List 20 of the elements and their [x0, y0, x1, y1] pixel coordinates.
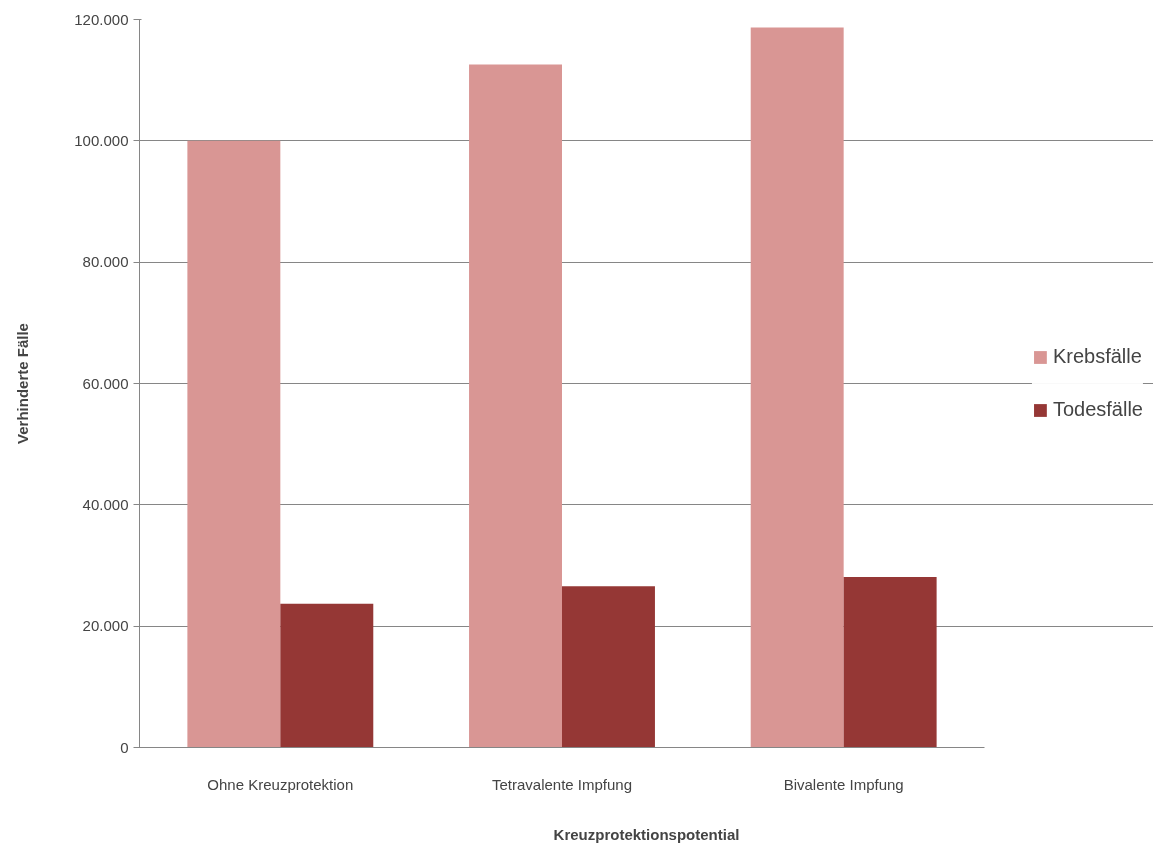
- bar: [469, 64, 562, 748]
- x-tick-label: Tetravalente Impfung: [491, 775, 633, 793]
- y-tick-label: 120.000: [74, 10, 129, 28]
- y-tick-label: 60.000: [82, 374, 129, 392]
- bar: [280, 603, 374, 748]
- legend-label: Krebsfälle: [1052, 345, 1142, 368]
- y-tick-label: 100.000: [74, 131, 129, 149]
- y-axis-title: Verhinderte Fälle: [14, 323, 32, 444]
- x-tick-label: Bivalente Impfung: [783, 775, 904, 793]
- bar: [843, 577, 937, 748]
- y-tick-label: 0: [120, 738, 129, 756]
- y-tick-label: 20.000: [82, 617, 129, 635]
- bar: [750, 27, 844, 748]
- legend-label: Todesfälle: [1052, 398, 1143, 421]
- bar: [187, 140, 281, 748]
- bar: [562, 586, 655, 748]
- x-axis-title: Kreuzprotektionspotential: [553, 825, 740, 843]
- y-tick-label: 40.000: [82, 495, 129, 513]
- y-tick-label: 80.000: [82, 253, 129, 271]
- x-tick-label: Ohne Kreuzprotektion: [207, 775, 354, 793]
